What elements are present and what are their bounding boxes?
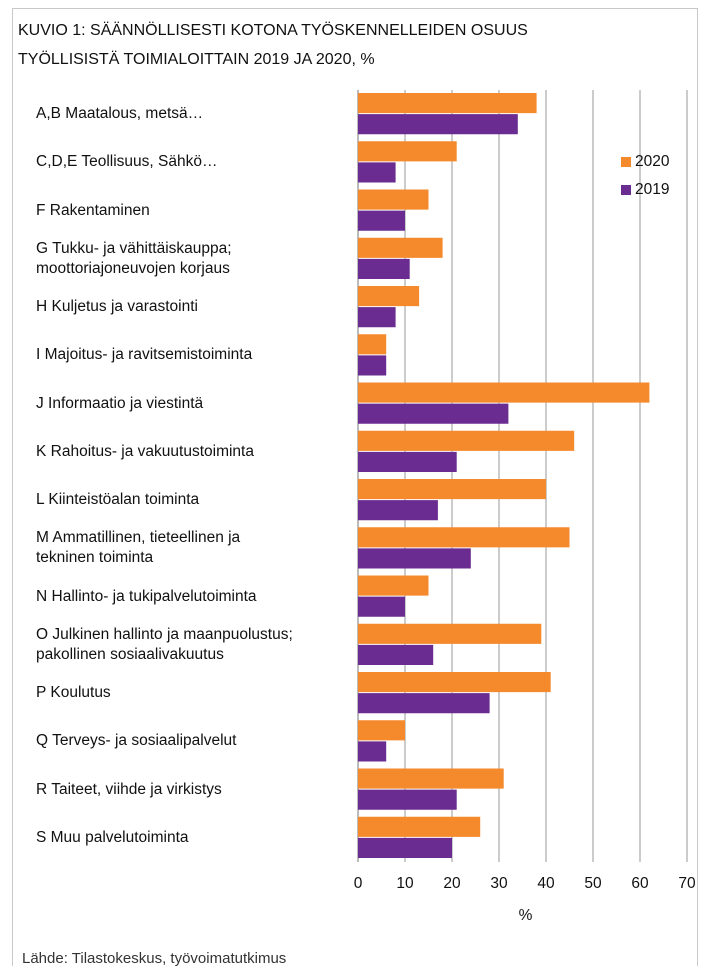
bar [358, 430, 575, 451]
x-tick-label: 10 [396, 875, 414, 892]
source-note: Lähde: Tilastokeskus, työvoimatutkimus [22, 950, 287, 966]
x-tick-label: 50 [584, 875, 602, 892]
bar [358, 816, 481, 837]
bar [358, 500, 438, 521]
bar [358, 334, 387, 355]
bar [358, 141, 457, 162]
x-tick-label: 0 [354, 875, 363, 892]
category-label: G Tukku- ja vähittäiskauppa; moottoriajo… [36, 239, 232, 277]
bar [358, 548, 471, 569]
bar [358, 720, 405, 741]
chart-frame [12, 8, 698, 966]
bar [358, 623, 542, 644]
bar [358, 596, 405, 617]
x-axis-label: % [519, 907, 533, 924]
bar [358, 307, 396, 328]
bar [358, 237, 443, 258]
category-label: S Muu palvelutoiminta [36, 828, 189, 846]
legend-label: 2020 [635, 153, 670, 170]
category-label: M Ammatillinen, tieteellinen ja tekninen… [36, 529, 241, 567]
bar [358, 741, 387, 762]
bar [358, 286, 420, 307]
bar [358, 210, 405, 231]
bar [358, 644, 434, 665]
x-tick-label: 60 [631, 875, 649, 892]
x-tick-label: 70 [678, 875, 696, 892]
category-label: F Rakentaminen [36, 201, 150, 219]
bar [358, 382, 650, 403]
bar [358, 768, 504, 789]
bar [358, 789, 457, 810]
bar [358, 693, 490, 714]
legend-swatch [621, 185, 631, 195]
category-label: P Koulutus [36, 684, 111, 702]
category-label: C,D,E Teollisuus, Sähkö… [36, 153, 218, 171]
legend-swatch [621, 157, 631, 167]
bar [358, 575, 429, 596]
category-label: J Informaatio ja viestintä [36, 394, 204, 412]
x-tick-label: 40 [537, 875, 555, 892]
bar [358, 837, 452, 858]
category-label: R Taiteet, viihde ja virkistys [36, 780, 222, 798]
bar [358, 258, 410, 279]
legend-label: 2019 [635, 181, 669, 198]
category-label: Q Terveys- ja sosiaalipalvelut [36, 732, 237, 750]
category-label: N Hallinto- ja tukipalvelutoiminta [36, 587, 257, 605]
bar [358, 479, 546, 500]
x-tick-label: 30 [490, 875, 508, 892]
category-label: K Rahoitus- ja vakuutustoiminta [36, 442, 254, 460]
chart-title: KUVIO 1: SÄÄNNÖLLISESTI KOTONA TYÖSKENNE… [18, 22, 528, 68]
category-label: I Majoitus- ja ravitsemistoiminta [36, 346, 253, 364]
category-label: A,B Maatalous, metsä… [36, 105, 204, 123]
bar [358, 451, 457, 472]
bar [358, 403, 509, 424]
bar [358, 189, 429, 210]
x-tick-label: 20 [443, 875, 461, 892]
bar [358, 162, 396, 183]
bar [358, 527, 570, 548]
bar [358, 672, 551, 693]
category-label: L Kiinteistöalan toiminta [36, 491, 200, 509]
bar [358, 114, 518, 135]
bar [358, 355, 387, 376]
bar [358, 93, 537, 114]
category-label: H Kuljetus ja varastointi [36, 298, 198, 316]
category-label: O Julkinen hallinto ja maanpuolustus; pa… [36, 625, 293, 663]
